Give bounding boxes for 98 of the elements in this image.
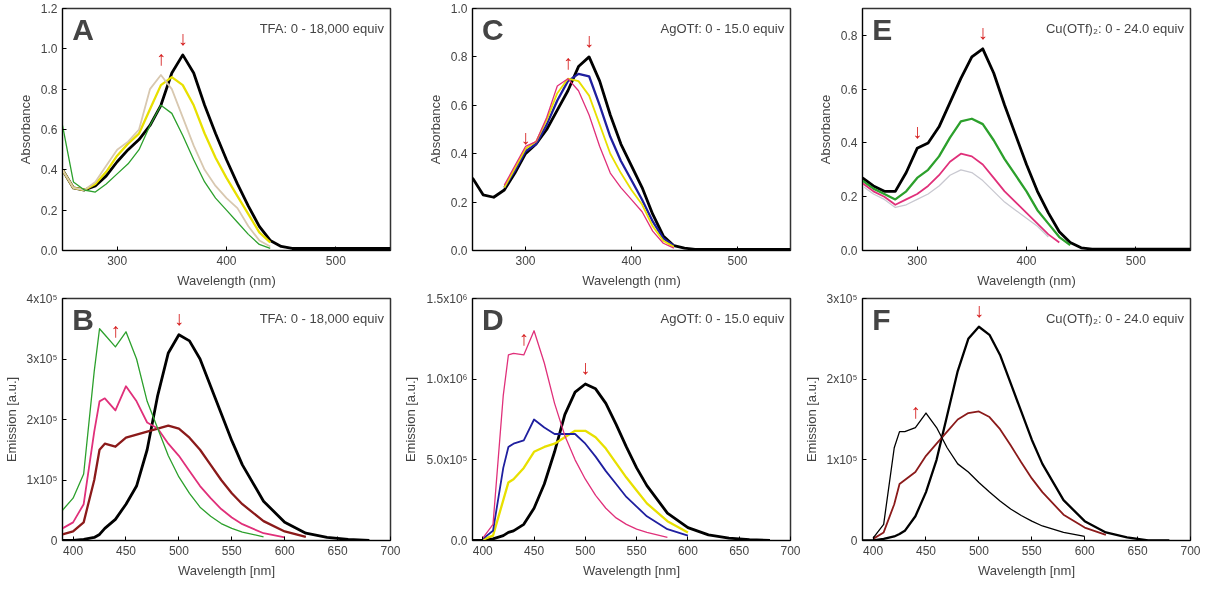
annotation: ↓ xyxy=(520,125,531,148)
y-tick-label: 0.2 xyxy=(450,195,468,210)
y-tick-label: 0.4 xyxy=(450,147,468,162)
y-tick-label: 1.0 xyxy=(40,42,58,57)
x-tick-label: 450 xyxy=(915,543,937,558)
y-tick-label: 0.4 xyxy=(40,163,58,178)
x-tick-label: 400 xyxy=(1016,253,1037,268)
y-tick-label: 3x10⁵ xyxy=(826,291,858,306)
y-tick-label: 0.8 xyxy=(450,50,468,65)
y-tick-label: 0.0 xyxy=(450,533,468,548)
annotation: ↓ xyxy=(973,298,984,321)
x-axis-title: Wavelength [nm] xyxy=(177,562,276,578)
x-tick-label: 650 xyxy=(1127,543,1148,558)
y-tick-label: 0.8 xyxy=(840,28,858,43)
annotation: TFA: 0 - 18,000 equiv xyxy=(259,20,385,36)
x-tick-label: 400 xyxy=(863,543,884,558)
y-tick-label: 4x10⁵ xyxy=(26,291,58,306)
annotation: TFA: 0 - 18,000 equiv xyxy=(259,310,385,326)
annotation: D xyxy=(482,303,504,337)
annotation: ↑ xyxy=(562,50,573,73)
x-tick-label: 500 xyxy=(968,543,990,558)
x-tick-label: 700 xyxy=(380,543,401,558)
x-tick-label: 650 xyxy=(729,543,750,558)
y-tick-label: 0.8 xyxy=(40,82,58,97)
annotation: ↓ xyxy=(912,120,923,143)
x-tick-label: 400 xyxy=(472,543,494,558)
annotation: ↓ xyxy=(177,26,188,49)
x-tick-label: 450 xyxy=(524,543,545,558)
annotation: F xyxy=(872,303,891,337)
x-tick-label: 500 xyxy=(575,543,596,558)
x-axis-title: Wavelength (nm) xyxy=(177,272,276,288)
y-tick-label: 0.0 xyxy=(840,244,858,258)
x-tick-label: 500 xyxy=(727,253,748,268)
x-tick-label: 300 xyxy=(515,253,536,268)
x-tick-label: 600 xyxy=(1074,543,1096,558)
x-tick-label: 700 xyxy=(780,543,801,558)
y-tick-label: 1x10⁵ xyxy=(826,452,858,467)
y-tick-label: 1.0 xyxy=(450,2,468,16)
annotation: ↓ xyxy=(173,306,184,329)
y-tick-label: 0.6 xyxy=(450,98,468,113)
y-tick-label: 0.4 xyxy=(840,136,858,151)
x-tick-label: 700 xyxy=(1180,543,1201,558)
y-axis-title: Emission [a.u.] xyxy=(403,376,419,463)
x-axis-title: Wavelength [nm] xyxy=(977,562,1076,578)
annotation: C xyxy=(482,13,504,47)
y-tick-label: 0.6 xyxy=(40,123,58,137)
y-tick-label: 0.2 xyxy=(40,203,58,218)
x-tick-label: 550 xyxy=(221,543,243,558)
x-tick-label: 400 xyxy=(63,543,84,558)
annotation: A xyxy=(72,13,95,47)
y-tick-label: 5.0x10⁵ xyxy=(426,452,468,467)
y-axis-title: Emission [a.u.] xyxy=(3,376,19,463)
x-tick-label: 600 xyxy=(677,543,699,558)
y-tick-label: 2x10⁵ xyxy=(826,372,858,387)
y-tick-label: 0.0 xyxy=(40,244,58,258)
y-axis-title: Absorbance xyxy=(17,94,33,165)
x-tick-label: 550 xyxy=(626,543,647,558)
y-tick-label: 0.6 xyxy=(840,82,858,97)
y-tick-label: 1.5x10⁶ xyxy=(426,291,468,306)
annotation: Cu(OTf)₂: 0 - 24.0 equiv xyxy=(1045,310,1185,326)
y-axis-title: Emission [a.u.] xyxy=(803,376,819,463)
annotation: ↑ xyxy=(110,318,121,341)
annotation: ↓ xyxy=(977,20,988,43)
y-tick-label: 1.2 xyxy=(40,2,58,16)
annotation: B xyxy=(72,303,95,337)
y-tick-label: 1.0x10⁶ xyxy=(426,372,468,387)
annotation: ↑ xyxy=(910,399,921,422)
x-tick-label: 300 xyxy=(107,253,128,268)
x-tick-label: 650 xyxy=(327,543,348,558)
x-tick-label: 400 xyxy=(216,253,237,268)
x-tick-label: 500 xyxy=(325,253,347,268)
x-tick-label: 500 xyxy=(168,543,190,558)
x-tick-label: 300 xyxy=(907,253,928,268)
annotation: ↑ xyxy=(155,47,166,70)
x-axis-title: Wavelength (nm) xyxy=(582,272,681,288)
x-axis-title: Wavelength [nm] xyxy=(582,562,681,578)
x-axis-title: Wavelength (nm) xyxy=(977,272,1076,288)
annotation: ↑ xyxy=(518,326,529,349)
y-tick-label: 0 xyxy=(850,533,858,548)
annotation: E xyxy=(872,13,893,47)
annotation: Cu(OTf)₂: 0 - 24.0 equiv xyxy=(1045,20,1185,36)
y-axis-title: Absorbance xyxy=(427,94,443,165)
y-axis-title: Absorbance xyxy=(817,94,833,165)
x-tick-label: 550 xyxy=(1021,543,1043,558)
x-tick-label: 500 xyxy=(1125,253,1147,268)
x-tick-label: 400 xyxy=(621,253,642,268)
y-tick-label: 1x10⁵ xyxy=(26,473,58,487)
y-tick-label: 0 xyxy=(50,533,58,548)
annotation: ↓ xyxy=(584,28,595,51)
x-tick-label: 450 xyxy=(115,543,137,558)
y-tick-label: 0.2 xyxy=(840,190,858,205)
annotation: AgOTf: 0 - 15.0 equiv xyxy=(660,310,785,326)
annotation: AgOTf: 0 - 15.0 equiv xyxy=(660,20,785,36)
x-tick-label: 600 xyxy=(274,543,296,558)
annotation: ↓ xyxy=(580,356,591,379)
y-tick-label: 0.0 xyxy=(450,244,468,258)
y-tick-label: 2x10⁵ xyxy=(26,412,58,427)
y-tick-label: 3x10⁵ xyxy=(26,352,58,366)
